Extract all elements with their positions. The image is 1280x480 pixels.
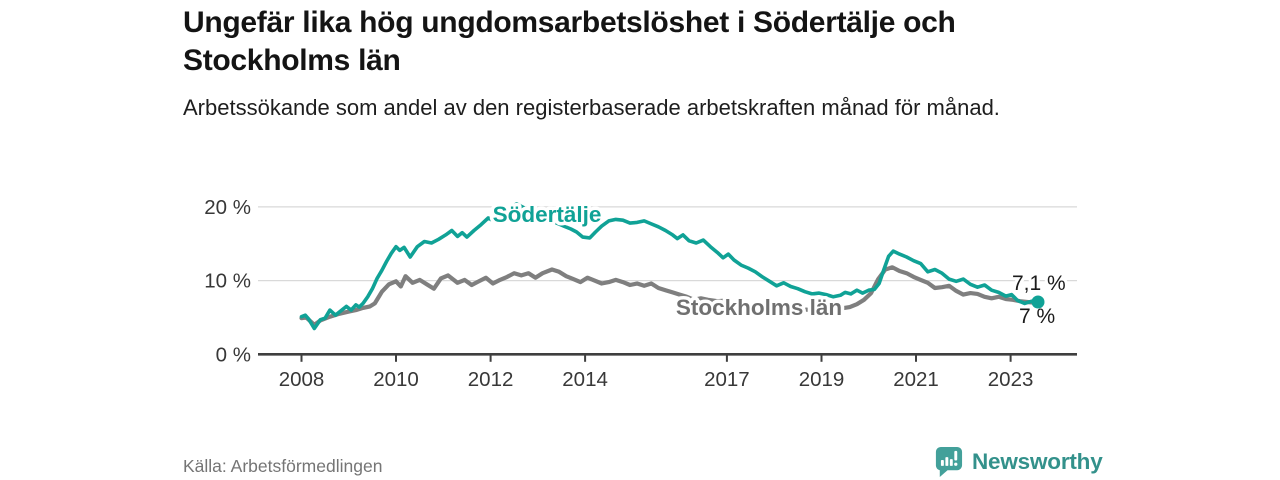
x-tick-label-2019: 2019	[799, 368, 845, 391]
x-tick-label-2023: 2023	[988, 368, 1034, 391]
logo-exclamation-dot	[954, 462, 958, 466]
logo-bar-2	[945, 457, 949, 466]
source-note: Källa: Arbetsförmedlingen	[183, 456, 383, 476]
stockholms-l-n-line	[299, 265, 1041, 327]
logo-bar-3	[949, 459, 953, 466]
s-dert-lje-label: Södertälje	[493, 202, 602, 227]
logo-bar-1	[940, 460, 944, 466]
x-tick-label-2012: 2012	[468, 368, 514, 391]
stockholms-l-n-label: Stockholms län	[676, 295, 842, 320]
stockholms-l-n-end-value-label: 7 %	[1019, 305, 1055, 328]
y-tick-label-0: 0 %	[216, 343, 251, 366]
x-tick-label-2014: 2014	[562, 368, 608, 391]
logo-exclamation-bar	[954, 450, 958, 461]
x-tick-label-2008: 2008	[279, 368, 325, 391]
y-tick-label-20: 20 %	[204, 196, 251, 219]
newsworthy-logo-icon	[935, 446, 963, 477]
newsworthy-logo: Newsworthy	[933, 445, 1103, 478]
s-dert-lje-end-dot	[1031, 295, 1045, 309]
s-dert-lje-end-value-label: 7,1 %	[1012, 272, 1066, 295]
newsworthy-logo-text: Newsworthy	[972, 448, 1103, 474]
x-tick-label-2017: 2017	[704, 368, 750, 391]
y-tick-label-10: 10 %	[204, 270, 251, 293]
page-title: Ungefär lika hög ungdomsarbetslöshet i S…	[183, 6, 956, 78]
x-tick-label-2010: 2010	[373, 368, 419, 391]
s-dert-lje-line	[299, 202, 1040, 331]
x-tick-label-2021: 2021	[893, 368, 939, 391]
chart-subtitle: Arbetssökande som andel av den registerb…	[183, 95, 1000, 120]
